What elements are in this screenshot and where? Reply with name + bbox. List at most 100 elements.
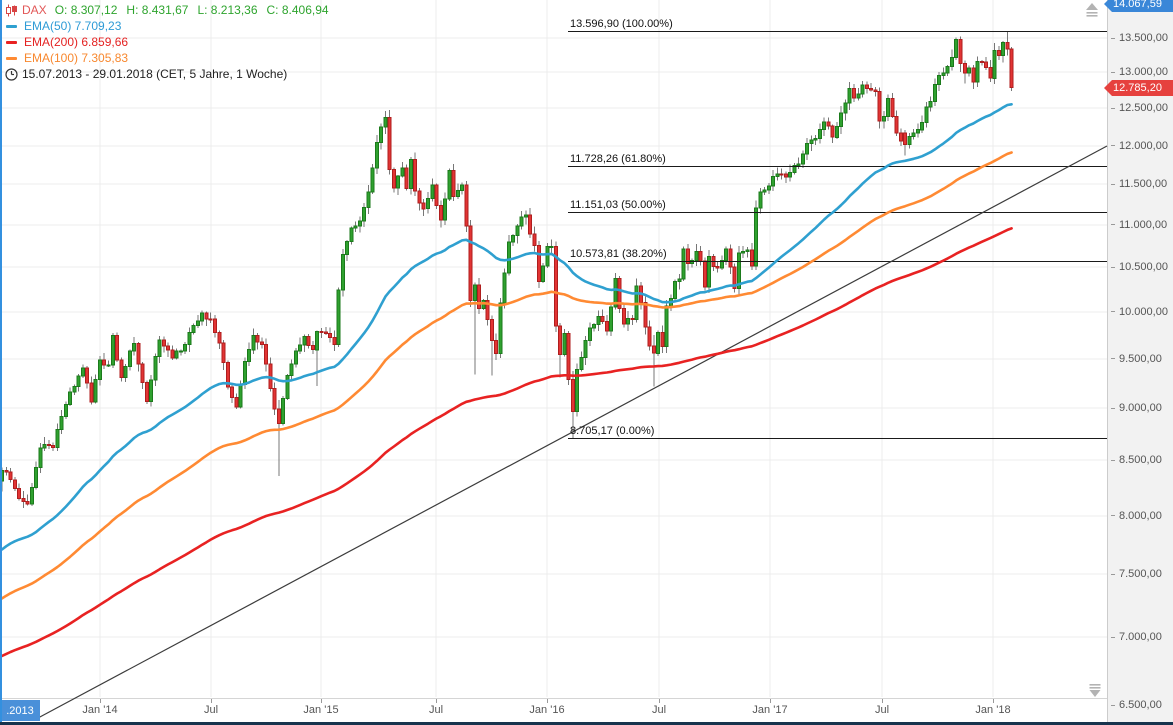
candle-up [472,284,477,302]
candle-down [89,382,94,403]
candle-up [766,185,771,191]
time-axis-label: Jul [428,704,444,716]
price-axis-label: 7.000,00 [1111,631,1162,643]
candle-down [417,190,422,204]
candle-up [200,312,205,322]
ema100-line[interactable] [0,151,1013,600]
candle-down [272,388,277,410]
ema50-line[interactable] [0,103,1013,551]
candle-up [813,137,818,141]
candle-down [259,341,264,345]
candle-up [796,163,801,166]
candle-up [907,135,912,145]
ema50-label: EMA(50) 7.709,23 [24,19,122,33]
ema200-line-swatch [6,40,17,44]
high-value: H: 8.431,67 [126,3,189,17]
candle-down [140,363,145,383]
candle-up [238,383,243,408]
candle-up [370,167,375,193]
candle-down [255,334,260,343]
candle-up [366,191,371,208]
candle-up [954,38,959,58]
ema200-label: EMA(200) 6.859,66 [24,35,129,49]
candle-down [204,312,209,320]
time-axis-label: Jan '14 [82,704,118,716]
legend-ema100-row[interactable]: EMA(100) 7.305,83 [4,50,338,66]
legend-ema50-row[interactable]: EMA(50) 7.709,23 [4,18,338,34]
window-bottom-border [0,722,1173,725]
legend-ema200-row[interactable]: EMA(200) 6.859,66 [4,34,338,50]
candle-down [328,333,332,339]
candle-up [587,327,592,341]
candle-up [187,332,192,346]
candle-up [506,241,511,274]
time-axis-label: Jul [651,704,667,716]
trendline[interactable] [37,145,1108,719]
candle-down [102,359,107,366]
candle-up [881,115,886,122]
candle-down [532,233,537,247]
candle-up [992,49,997,79]
candle-up [579,357,584,371]
candle-up [937,75,942,85]
candle-up [975,61,980,83]
candle-up [800,153,805,165]
candle-up [775,173,780,178]
price-axis[interactable]: 13.500,00 13.000,00 12.500,00 12.000,00 11.5… [1107,0,1173,722]
candle-up [315,331,320,351]
candle-down [12,479,17,490]
candle-up [545,246,550,267]
candle-up [362,206,367,222]
candle-down [136,343,141,365]
time-axis-label: Jan '15 [303,704,339,716]
candle-up [93,379,98,403]
candle-down [161,339,166,347]
candle-down [46,444,51,446]
candle-up [455,189,460,198]
legend-symbol-row[interactable]: DAX O: 8.307,12 H: 8.431,67 L: 8.213,36 … [4,2,338,18]
candle-down [413,159,418,192]
candle-up [68,391,73,406]
candle-up [289,363,294,376]
candle-up [502,272,507,304]
candle-series[interactable] [0,31,1014,509]
time-axis-label: Jul [874,704,890,716]
candle-down [464,184,469,227]
last-price-value: 12.785,20 [1113,82,1162,94]
candle-up [106,364,111,367]
candle-down [144,381,149,402]
candle-up [396,175,401,189]
candle-down [732,266,737,290]
time-axis-tick [770,699,771,703]
candle-up [915,129,920,134]
candle-up [191,325,196,334]
time-axis-tick [321,699,322,703]
candle-down [276,408,281,424]
candle-down [225,361,230,388]
candle-up [843,102,848,114]
candle-up [379,126,384,144]
scroll-down-button[interactable] [1086,684,1104,703]
candle-up [110,335,115,366]
candle-down [749,249,754,267]
time-axis-label: Jul [203,704,219,716]
candle-down [660,332,665,347]
time-axis[interactable]: Jan '14 Jul Jan '15 Jul Jan '16 Jul Jan '17 Jul… [0,698,1107,723]
candle-down [485,300,490,321]
candle-down [451,170,456,198]
candle-up [1001,42,1006,56]
candle-up [677,278,682,283]
candle-up [549,246,554,248]
axis-top-badge: 14.067,59 [1104,0,1173,12]
ema200-line[interactable] [0,227,1013,658]
candle-up [336,289,341,346]
scroll-up-button[interactable] [1082,2,1102,22]
candle-up [694,251,699,262]
range-start-value: .2013 [6,704,34,717]
candle-up [754,207,758,267]
candle-up [967,67,971,74]
candle-down [622,307,626,325]
candle-down [221,342,226,363]
time-axis-label: Jan '17 [752,704,788,716]
